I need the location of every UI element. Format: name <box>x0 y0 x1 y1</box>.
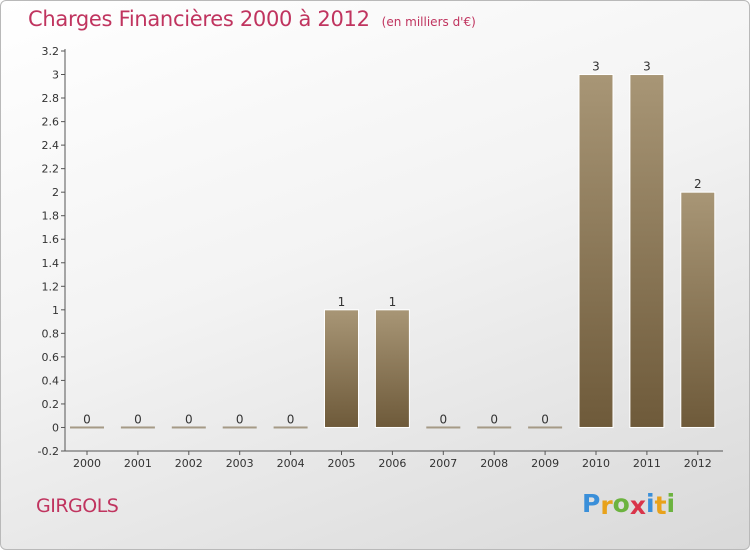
y-tick-label: 0.8 <box>42 327 60 340</box>
x-axis: 2000 2001 2002 2003 2004 2005 2006 2007 2008 2009… <box>65 450 723 470</box>
y-tick-label: 0.6 <box>42 351 60 364</box>
y-tick-label: 2.2 <box>42 163 60 176</box>
bar <box>324 309 359 428</box>
y-tick-label: 2.8 <box>42 92 60 105</box>
x-tick-label: 2005 <box>328 457 356 470</box>
x-tick-label: 2001 <box>124 457 152 470</box>
x-tick-label: 2006 <box>378 457 406 470</box>
logo-letter: i <box>666 489 676 518</box>
x-tick-label: 2000 <box>73 457 101 470</box>
x-tick-label: 2010 <box>582 457 610 470</box>
data-label: 0 <box>439 412 447 426</box>
bar <box>120 426 155 429</box>
data-label: 0 <box>490 412 498 426</box>
x-tick-label: 2003 <box>226 457 254 470</box>
chart-subtitle: (en milliers d'€) <box>381 15 476 29</box>
logo-letter: o <box>612 489 630 518</box>
bar <box>273 426 308 429</box>
logo-letter: i <box>646 489 655 518</box>
data-label: 0 <box>287 412 295 426</box>
bar <box>528 426 563 429</box>
y-axis: -0.2 0 0.2 0.4 0.6 0.8 1 1.2 1.4 1.6 1.8 2 2.2 2.4 2.6… <box>38 45 66 458</box>
bar <box>171 426 206 429</box>
x-tick-label: 2011 <box>633 457 661 470</box>
y-tick-label: 0.4 <box>42 374 60 387</box>
y-tick-label: 0 <box>52 421 59 434</box>
y-tick-label: 2.4 <box>42 139 60 152</box>
bar <box>680 191 716 428</box>
chart-title: Charges Financières 2000 à 2012 (en milli… <box>28 7 476 31</box>
logo-letter: r <box>600 491 613 520</box>
y-tick-label: 0.2 <box>42 398 60 411</box>
bar <box>70 426 104 429</box>
data-label: 0 <box>236 412 244 426</box>
logo-letter: t <box>654 491 667 520</box>
y-tick-label: 1.8 <box>42 210 60 223</box>
x-tick-label: 2009 <box>531 457 559 470</box>
data-label: 0 <box>185 412 193 426</box>
data-label: 3 <box>592 60 600 74</box>
x-tick-label: 2004 <box>277 457 305 470</box>
bar <box>426 426 461 429</box>
data-label: 1 <box>338 295 346 309</box>
y-tick-label: 1.2 <box>42 280 60 293</box>
x-tick-label: 2008 <box>480 457 508 470</box>
x-tick-label: 2007 <box>429 457 457 470</box>
chart-title-text: Charges Financières 2000 à 2012 <box>28 7 370 31</box>
data-label: 2 <box>694 177 702 191</box>
y-tick-label: 1.6 <box>42 233 60 246</box>
y-tick-label: 1 <box>52 304 59 317</box>
logo-letter: P <box>582 489 601 518</box>
proxiti-logo[interactable]: Proxiti <box>582 489 676 520</box>
y-tick-label: 2 <box>52 186 59 199</box>
y-tick-label: 2.6 <box>42 116 60 129</box>
bar <box>374 309 410 428</box>
logo-letter: x <box>629 491 646 520</box>
data-label: 3 <box>643 60 651 74</box>
data-labels: 0 0 0 0 0 1 1 0 0 0 3 3 2 <box>83 60 701 427</box>
bars <box>70 74 716 429</box>
bar <box>222 426 257 429</box>
x-tick-label: 2012 <box>684 457 712 470</box>
data-label: 0 <box>541 412 549 426</box>
y-tick-label: -0.2 <box>38 445 59 458</box>
commune-name: GIRGOLS <box>36 495 119 517</box>
bar <box>578 74 614 428</box>
bar <box>629 74 665 428</box>
bar <box>477 426 512 429</box>
data-label: 0 <box>83 412 91 426</box>
y-tick-label: 3.2 <box>42 45 60 58</box>
y-tick-label: 3 <box>52 69 59 82</box>
data-label: 0 <box>134 412 142 426</box>
data-label: 1 <box>389 295 397 309</box>
x-tick-label: 2002 <box>175 457 203 470</box>
y-tick-label: 1.4 <box>42 257 60 270</box>
